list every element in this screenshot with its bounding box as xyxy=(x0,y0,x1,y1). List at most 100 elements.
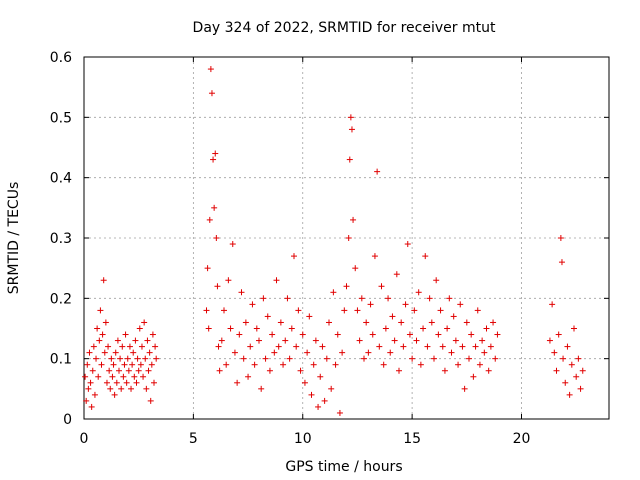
data-point xyxy=(227,325,234,332)
data-point xyxy=(286,355,293,362)
data-point xyxy=(411,307,418,314)
data-point xyxy=(238,289,245,296)
data-point xyxy=(573,373,580,380)
data-point xyxy=(93,355,100,362)
data-point xyxy=(275,343,282,350)
data-point xyxy=(415,289,422,296)
data-point xyxy=(334,331,341,338)
data-point xyxy=(347,114,354,121)
data-point xyxy=(107,385,114,392)
data-point xyxy=(90,343,97,350)
data-point xyxy=(151,379,157,386)
data-point xyxy=(312,337,319,344)
data-point xyxy=(564,343,571,350)
data-point xyxy=(391,337,398,344)
data-point xyxy=(142,355,149,362)
data-point xyxy=(346,156,353,163)
data-point xyxy=(417,361,424,368)
data-point xyxy=(231,349,238,356)
data-point xyxy=(575,355,582,362)
data-point xyxy=(113,379,120,386)
data-point xyxy=(446,295,453,302)
data-point xyxy=(409,355,416,362)
data-point xyxy=(317,373,324,380)
data-point xyxy=(204,265,211,272)
data-point xyxy=(422,253,429,260)
x-axis-label: GPS time / hours xyxy=(285,459,402,475)
data-point xyxy=(361,355,367,362)
data-point xyxy=(119,343,126,350)
data-point xyxy=(264,313,271,320)
data-point xyxy=(273,277,280,284)
data-point xyxy=(229,241,236,248)
data-point xyxy=(385,295,392,302)
data-point xyxy=(122,331,129,338)
data-point xyxy=(208,90,215,97)
y-tick-label: 0.4 xyxy=(50,171,72,187)
data-point xyxy=(321,397,328,404)
data-point xyxy=(82,373,89,380)
data-point xyxy=(146,349,153,356)
data-point xyxy=(103,379,110,386)
data-point xyxy=(291,253,297,260)
data-point xyxy=(387,349,394,356)
data-point xyxy=(306,313,313,320)
data-point xyxy=(137,361,144,368)
data-point xyxy=(87,379,94,386)
data-point xyxy=(356,337,363,344)
data-point xyxy=(389,313,396,320)
data-point xyxy=(245,373,252,380)
data-point xyxy=(490,319,497,326)
data-point xyxy=(558,259,565,266)
y-tick-label: 0.5 xyxy=(50,110,72,126)
data-point xyxy=(402,301,409,308)
data-point xyxy=(97,307,104,314)
data-point xyxy=(120,373,127,380)
data-point xyxy=(466,355,472,362)
data-point xyxy=(211,204,218,211)
data-point xyxy=(452,337,459,344)
data-point xyxy=(428,319,435,326)
data-point xyxy=(413,337,420,344)
data-points xyxy=(82,66,586,416)
data-point xyxy=(483,325,490,332)
data-point xyxy=(126,343,133,350)
data-point xyxy=(215,343,222,350)
data-point xyxy=(249,301,256,308)
data-point xyxy=(86,349,93,356)
data-point xyxy=(566,391,573,398)
data-point xyxy=(332,361,339,368)
data-point xyxy=(577,385,584,392)
data-point xyxy=(546,337,553,344)
data-point xyxy=(551,349,558,356)
data-point xyxy=(148,361,155,368)
data-point xyxy=(147,397,154,404)
data-point xyxy=(439,343,446,350)
data-point xyxy=(218,337,225,344)
data-point xyxy=(212,150,219,157)
data-point xyxy=(96,337,103,344)
data-point xyxy=(326,319,332,326)
data-point xyxy=(266,367,273,374)
data-point xyxy=(562,379,569,386)
data-point xyxy=(560,355,567,362)
y-tick-label: 0.3 xyxy=(50,231,72,247)
data-point xyxy=(487,343,494,350)
data-point xyxy=(216,367,223,374)
data-point xyxy=(367,301,374,308)
data-point xyxy=(85,385,92,392)
data-point xyxy=(101,349,108,356)
data-point xyxy=(382,325,389,332)
data-point xyxy=(330,289,337,296)
y-tick-label: 0.2 xyxy=(50,291,72,307)
data-point xyxy=(140,373,147,380)
data-point xyxy=(461,385,468,392)
data-point xyxy=(145,367,152,374)
data-point xyxy=(141,319,148,326)
x-tick-label: 5 xyxy=(189,431,198,447)
data-point xyxy=(304,349,311,356)
data-point xyxy=(133,379,140,386)
data-point xyxy=(134,355,141,362)
data-point xyxy=(284,295,291,302)
